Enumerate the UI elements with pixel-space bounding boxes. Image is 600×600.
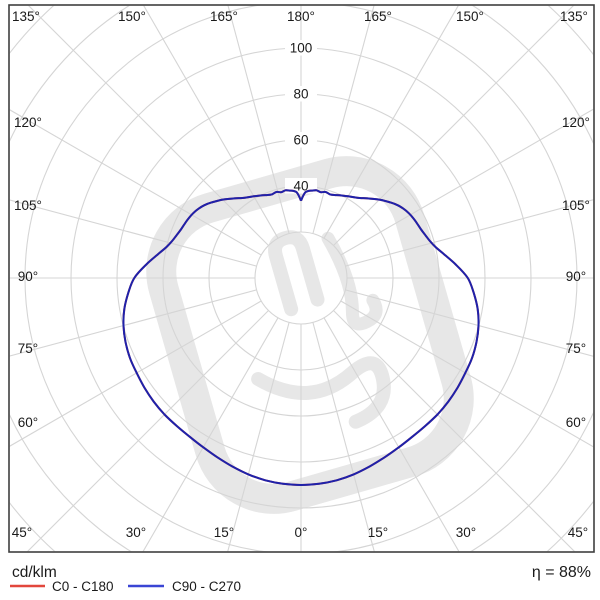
watermark-glyph-arch	[268, 230, 325, 317]
angle-label: 90°	[566, 269, 586, 284]
angle-label: 150°	[118, 9, 146, 24]
radial-tick-label: 80	[293, 87, 308, 102]
angle-label: 0°	[295, 525, 308, 540]
grid-ray	[9, 199, 257, 267]
radial-value-labels: 40 60 80 100	[285, 40, 317, 194]
angle-label: 60°	[566, 415, 586, 430]
efficiency-value: η = 88%	[532, 564, 591, 581]
angle-label: 75°	[18, 341, 38, 356]
angle-label: 135°	[12, 9, 40, 24]
radial-tick-label: 60	[293, 133, 308, 148]
watermark-glyph-hook	[321, 231, 383, 331]
angle-label: 15°	[214, 525, 234, 540]
angle-label: 45°	[568, 525, 588, 540]
grid-ray	[323, 317, 460, 552]
angle-label: 105°	[562, 198, 590, 213]
angle-label: 120°	[562, 115, 590, 130]
legend: C0 - C180 C90 - C270	[10, 579, 241, 594]
grid-ray	[143, 5, 279, 239]
angle-label: 75°	[566, 341, 586, 356]
radial-tick-bg	[285, 40, 317, 56]
radial-tick-bg	[285, 132, 317, 148]
angle-labels: 135° 150° 165° 180° 165° 150° 135° 120° 105° 90° 7…	[12, 9, 590, 540]
legend-label-c0-c180: C0 - C180	[52, 579, 114, 594]
angle-label: 120°	[14, 115, 42, 130]
angle-label: 180°	[287, 9, 315, 24]
grid-ray	[312, 5, 375, 234]
grid-ray	[227, 5, 290, 234]
intensity-curve-c90-c270	[122, 189, 480, 486]
grid-ray	[9, 289, 257, 357]
footer: cd/klm η = 88% C0 - C180 C90 - C270	[10, 564, 591, 594]
angle-label: 165°	[210, 9, 238, 24]
grid-ray	[9, 109, 262, 256]
angle-label: 105°	[14, 198, 42, 213]
grid-ray	[345, 289, 594, 357]
grid-ray	[227, 322, 290, 552]
angle-label: 150°	[456, 9, 484, 24]
angle-label: 135°	[560, 9, 588, 24]
grid-ray	[345, 199, 594, 267]
angle-label: 165°	[364, 9, 392, 24]
grid-ray	[323, 5, 459, 239]
units-label: cd/klm	[12, 564, 57, 581]
angle-label: 15°	[368, 525, 388, 540]
grid-ray	[27, 310, 269, 552]
grid-ray	[340, 300, 594, 448]
angle-label: 60°	[18, 415, 38, 430]
grid-ray	[312, 322, 375, 552]
grid-ray	[9, 300, 262, 447]
watermark-glyph-swoosh	[251, 356, 391, 429]
radial-tick-bg	[285, 178, 317, 194]
grid-ray	[142, 317, 279, 552]
watermark-ring	[146, 156, 474, 514]
grid-ray	[333, 310, 575, 552]
plot-frame	[8, 4, 595, 553]
watermark-logo	[146, 156, 474, 514]
radial-tick-label: 100	[290, 41, 313, 56]
radial-tick-label: 40	[293, 179, 308, 194]
angle-label: 30°	[456, 525, 476, 540]
legend-label-c90-c270: C90 - C270	[172, 579, 241, 594]
angle-label: 90°	[18, 269, 38, 284]
radial-tick-bg	[285, 86, 317, 102]
grid-ray	[340, 108, 594, 256]
angle-label: 30°	[126, 525, 146, 540]
angle-label: 45°	[12, 525, 32, 540]
